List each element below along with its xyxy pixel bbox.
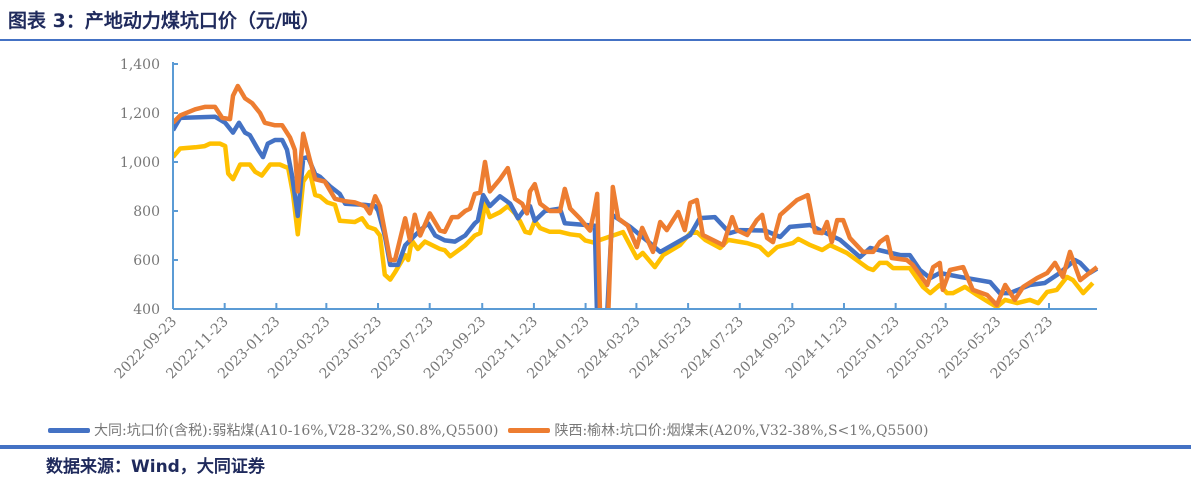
y-tick-label: 800 (133, 204, 160, 220)
chart-legend: 大同:坑口价(含税):弱粘煤(A10-16%,V28-32%,S0.8%,Q55… (48, 420, 929, 440)
figure-title: 图表 3：产地动力煤坑口价（元/吨） (8, 10, 320, 32)
y-tick-label: 1,000 (120, 155, 160, 171)
legend-label: 大同:坑口价(含税):弱粘煤(A10-16%,V28-32%,S0.8%,Q55… (94, 423, 499, 439)
y-tick-label: 400 (133, 302, 160, 318)
series-line-0 (173, 114, 1099, 309)
legend-item-datong: 大同:坑口价(含税):弱粘煤(A10-16%,V28-32%,S0.8%,Q55… (48, 420, 498, 440)
legend-item-yulin: 陕西:榆林:坑口价:烟煤末(A20%,V32-38%,S<1%,Q5500) (508, 420, 929, 440)
data-source: 数据来源：Wind，大同证券 (46, 457, 265, 477)
title-divider (0, 39, 1191, 41)
footer-divider (0, 445, 1191, 449)
legend-swatch-blue (48, 427, 90, 433)
y-tick-label: 1,400 (120, 57, 160, 73)
legend-label: 陕西:榆林:坑口价:烟煤末(A20%,V32-38%,S<1%,Q5500) (554, 423, 929, 439)
legend-swatch-orange (508, 427, 551, 433)
y-tick-label: 1,200 (120, 106, 160, 122)
y-tick-label: 600 (133, 253, 160, 269)
series-line-1 (173, 83, 1099, 309)
